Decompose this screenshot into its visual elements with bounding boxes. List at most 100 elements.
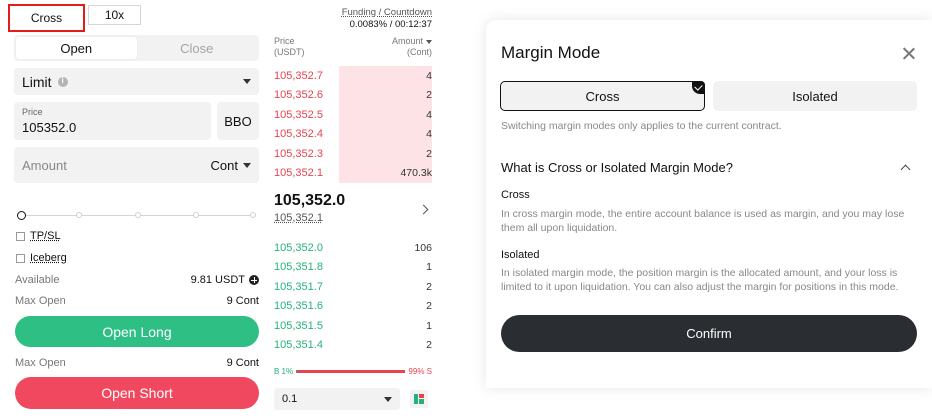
amount-column-header[interactable]: Amount (Cont) — [392, 36, 432, 58]
iceberg-checkbox[interactable] — [16, 253, 25, 263]
ask-row[interactable]: 105,352.4 4 — [274, 125, 432, 144]
orderbook-layout-icon[interactable] — [410, 390, 428, 408]
amount-input[interactable]: Amount Cont — [14, 147, 259, 183]
ask-row[interactable]: 105,352.3 2 — [274, 144, 432, 163]
layout-icon-part — [414, 394, 418, 404]
bid-price: 105,351.4 — [274, 339, 323, 351]
open-short-button[interactable]: Open Short — [15, 377, 259, 409]
available-label: Available — [15, 274, 60, 286]
amount-unit-select[interactable]: Cont — [211, 158, 251, 173]
mark-price: 105,352.1 — [274, 212, 323, 224]
amount-column-unit: (Cont) — [406, 47, 432, 57]
ratio-bar — [296, 369, 406, 373]
cross-mode-label: Cross — [585, 88, 620, 104]
depth-precision-select[interactable]: 0.1 — [274, 388, 400, 410]
ask-price: 105,352.5 — [274, 108, 323, 121]
tab-close[interactable]: Close — [180, 40, 214, 56]
depth-precision-value: 0.1 — [282, 393, 298, 405]
slider-mark-75[interactable] — [193, 212, 199, 218]
max-open-short-row: Max Open 9 Cont — [15, 357, 259, 369]
order-type-label: Limit — [22, 73, 52, 90]
last-price: 105,352.0 — [274, 192, 346, 209]
slider-mark-100[interactable] — [250, 212, 256, 218]
ask-row[interactable]: 105,352.5 4 — [274, 105, 432, 124]
margin-mode-dialog: Margin Mode Cross Isolated Switching mar… — [486, 20, 932, 388]
max-open-label: Max Open — [15, 357, 66, 369]
amount-unit-label: Cont — [210, 157, 238, 173]
dialog-title: Margin Mode — [501, 43, 601, 62]
info-icon[interactable] — [57, 76, 68, 87]
ask-amount: 4 — [426, 108, 432, 121]
slider-mark-25[interactable] — [76, 212, 82, 218]
ask-amount: 470.3k — [400, 167, 432, 179]
price-input[interactable]: Price 105352.0 — [14, 102, 211, 140]
isolated-mode-button[interactable]: Isolated — [713, 81, 917, 111]
open-long-button[interactable]: Open Long — [15, 316, 259, 347]
price-input-label: Price — [22, 107, 43, 117]
bid-row[interactable]: 105,351.8 1 — [274, 258, 432, 277]
header-tabs: Cross — [8, 4, 85, 32]
orderbook-header: Price (USDT) Amount (Cont) — [274, 36, 432, 58]
bid-row[interactable]: 105,351.7 2 — [274, 277, 432, 296]
close-icon[interactable] — [902, 47, 916, 61]
ask-amount: 4 — [426, 128, 432, 140]
isolated-section-desc: In isolated margin mode, the position ma… — [501, 267, 899, 293]
iceberg-checkbox-row[interactable]: Iceberg — [16, 252, 67, 264]
switch-hint: Switching margin modes only applies to t… — [501, 120, 782, 132]
available-row: Available 9.81 USDT — [15, 274, 259, 286]
ask-depth-bar — [339, 66, 432, 183]
funding-info[interactable]: Funding / Countdown 0.0083% / 00:12:37 — [320, 7, 432, 31]
ask-price: 105,352.7 — [274, 69, 323, 82]
buy-ratio-fill — [296, 369, 298, 373]
open-close-switch: Open Close — [14, 35, 259, 61]
order-type-select[interactable]: Limit — [14, 68, 259, 95]
ask-row[interactable]: 105,352.6 2 — [274, 86, 432, 105]
confirm-button[interactable]: Confirm — [501, 315, 917, 352]
bid-row[interactable]: 105,351.5 1 — [274, 316, 432, 335]
layout-icon-part — [419, 394, 424, 398]
price-input-value[interactable]: 105352.0 — [22, 120, 77, 135]
faq-title: What is Cross or Isolated Margin Mode? — [501, 160, 733, 175]
tpsl-label: TP/SL — [30, 230, 61, 242]
tpsl-checkbox-row[interactable]: TP/SL — [16, 230, 61, 242]
bid-amount: 2 — [426, 300, 432, 312]
bid-price: 105,351.6 — [274, 300, 323, 312]
tpsl-checkbox[interactable] — [16, 231, 25, 241]
ask-amount: 4 — [426, 69, 432, 82]
price-column-unit: (USDT) — [274, 47, 305, 57]
slider-handle[interactable] — [17, 211, 26, 220]
cross-section-desc: In cross margin mode, the entire account… — [501, 208, 905, 234]
bbo-button[interactable]: BBO — [217, 102, 259, 140]
bid-row[interactable]: 105,351.4 2 — [274, 336, 432, 355]
caret-down-icon — [384, 396, 392, 402]
available-value-wrap: 9.81 USDT — [191, 274, 259, 286]
buy-ratio-label: B 1% — [274, 366, 294, 376]
add-funds-icon[interactable] — [249, 275, 259, 285]
cross-mode-button[interactable]: Cross — [500, 81, 705, 111]
layout-icon-part — [419, 399, 424, 404]
bid-amount: 1 — [426, 319, 432, 332]
caret-down-icon — [243, 79, 251, 84]
chevron-right-icon[interactable] — [418, 204, 429, 215]
ask-price: 105,352.4 — [274, 128, 323, 140]
bid-row[interactable]: 105,352.0 106 — [274, 238, 432, 257]
tab-open[interactable]: Open — [16, 37, 137, 59]
leverage-tab[interactable]: 10x — [88, 5, 141, 25]
funding-label: Funding / Countdown — [341, 7, 432, 18]
isolated-mode-label: Isolated — [792, 88, 838, 104]
amount-slider[interactable] — [17, 211, 256, 221]
slider-mark-50[interactable] — [135, 212, 141, 218]
ask-price: 105,352.6 — [274, 89, 323, 101]
available-value: 9.81 USDT — [190, 274, 245, 286]
cross-section-title: Cross — [501, 189, 530, 201]
bid-amount: 2 — [426, 280, 432, 293]
faq-toggle[interactable]: What is Cross or Isolated Margin Mode? — [501, 160, 917, 175]
buy-sell-ratio: B 1% 99% S — [274, 366, 432, 376]
margin-mode-tab[interactable]: Cross — [8, 4, 85, 32]
ask-row[interactable]: 105,352.7 4 — [274, 66, 432, 85]
ask-row[interactable]: 105,352.1 470.3k — [274, 164, 432, 183]
bid-amount: 2 — [426, 339, 432, 351]
bid-price: 105,351.8 — [274, 261, 323, 273]
bid-row[interactable]: 105,351.6 2 — [274, 297, 432, 316]
caret-down-icon — [243, 162, 251, 168]
